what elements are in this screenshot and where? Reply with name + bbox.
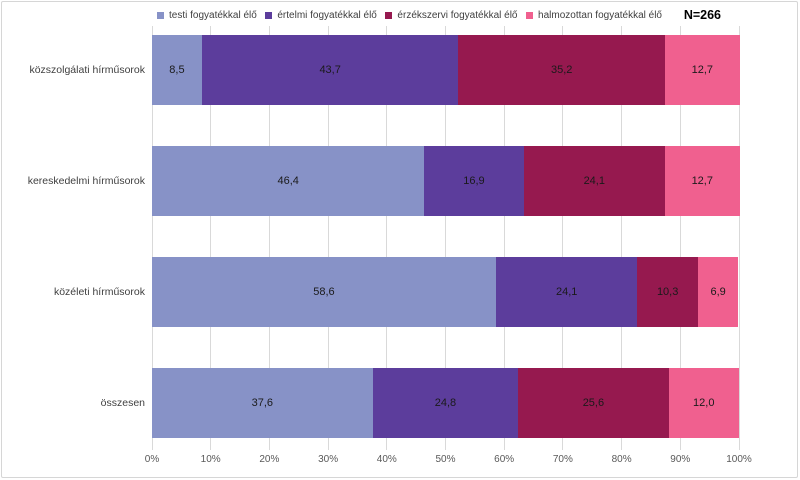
category-labels: közszolgálati hírműsorok kereskedelmi hír… <box>2 26 145 450</box>
bar-segment: 24,1 <box>523 146 665 216</box>
gridline <box>151 26 153 450</box>
x-tick-label: 40% <box>376 454 397 465</box>
gridline <box>210 26 212 450</box>
plot-area: 8,5 43,7 35,2 12,7 46,4 16,9 24,1 12,7 58,6 24,1 1… <box>151 26 740 450</box>
x-tick-label: 90% <box>670 454 691 465</box>
legend-label: halmozottan fogyatékkal élő <box>538 9 662 21</box>
legend-label: testi fogyatékkal élő <box>169 9 257 21</box>
bar-segment: 10,3 <box>637 257 698 327</box>
bar-value-label: 58,6 <box>313 286 335 298</box>
bar-value-label: 12,0 <box>693 397 715 409</box>
category-label: közszolgálati hírműsorok <box>29 64 145 76</box>
legend-marker-icon <box>526 11 534 19</box>
bar-value-label: 46,4 <box>277 175 299 187</box>
bar-value-label: 24,1 <box>583 175 605 187</box>
legend-item: értelmi fogyatékkal élő <box>265 10 377 21</box>
bar-value-label: 25,6 <box>582 397 605 409</box>
gridline <box>445 26 446 450</box>
legend-item: érzékszervi fogyatékkal élő <box>385 10 517 21</box>
x-tick-label: 30% <box>318 454 339 465</box>
x-axis: 0% 10% 20% 30% 40% 50% 60% 70% 80% 90% 100% <box>145 454 752 468</box>
legend: testi fogyatékkal élő értelmi fogyatékkal… <box>157 7 662 23</box>
bar-segment: 58,6 <box>152 257 496 327</box>
bar-row: 8,5 43,7 35,2 12,7 <box>152 35 740 105</box>
x-tick-label: 80% <box>611 454 632 465</box>
bar-value-label: 43,7 <box>319 64 341 76</box>
x-tick-label: 50% <box>435 454 456 465</box>
legend-label: érzékszervi fogyatékkal élő <box>397 9 518 21</box>
gridline <box>268 26 270 450</box>
gridline <box>327 26 329 450</box>
bar-value-label: 35,2 <box>551 64 573 76</box>
bar-value-label: 16,9 <box>463 175 485 187</box>
bar-row: 46,4 16,9 24,1 12,7 <box>152 146 740 216</box>
bar-segment: 12,7 <box>665 146 740 216</box>
bar-value-label: 12,7 <box>691 64 713 76</box>
legend-marker-icon <box>385 11 393 19</box>
bar-value-label: 37,6 <box>251 397 274 409</box>
bar-value-label: 10,3 <box>656 286 679 298</box>
bar-value-label: 12,7 <box>691 175 713 187</box>
gridline <box>621 26 623 450</box>
legend-marker-icon <box>157 11 164 19</box>
bar-segment: 25,6 <box>518 368 669 438</box>
gridline <box>738 26 740 450</box>
bar-segment: 24,1 <box>495 257 638 327</box>
bar-segment: 12,7 <box>665 35 740 105</box>
bar-segment: 6,9 <box>697 257 739 327</box>
bar-segment: 24,8 <box>372 368 519 438</box>
bar-segment: 37,6 <box>152 368 373 438</box>
legend-item: halmozottan fogyatékkal élő <box>526 10 662 21</box>
bar-row: 37,6 24,8 25,6 12,0 <box>152 368 739 438</box>
category-label: kereskedelmi hírműsorok <box>27 175 145 187</box>
bar-segment: 8,5 <box>152 35 202 105</box>
bar-segment: 46,4 <box>152 146 425 216</box>
gridline <box>386 26 388 450</box>
bar-value-label: 24,1 <box>555 286 578 298</box>
bar-segment: 12,0 <box>668 368 739 438</box>
legend-marker-icon <box>265 11 273 19</box>
category-label: összesen <box>100 397 145 409</box>
category-label: közéleti hírműsorok <box>53 286 145 298</box>
x-tick-label: 100% <box>726 454 752 465</box>
gridline <box>503 26 505 450</box>
bar-value-label: 24,8 <box>434 397 457 409</box>
x-tick-label: 70% <box>552 454 573 465</box>
sample-size-label: N=266 <box>683 8 721 22</box>
bar-value-label: 8,5 <box>169 64 185 76</box>
bar-segment: 43,7 <box>201 35 459 105</box>
bar-segment: 35,2 <box>458 35 666 105</box>
bar-row: 58,6 24,1 10,3 6,9 <box>152 257 739 327</box>
x-tick-label: 10% <box>200 454 221 465</box>
legend-label: értelmi fogyatékkal élő <box>277 9 377 21</box>
legend-item: testi fogyatékkal élő <box>157 10 257 21</box>
x-tick-label: 20% <box>259 454 280 465</box>
bar-value-label: 6,9 <box>710 286 726 298</box>
bar-segment: 16,9 <box>424 146 524 216</box>
gridline <box>679 26 681 450</box>
x-tick-label: 0% <box>144 454 160 465</box>
gridline <box>562 26 564 450</box>
x-tick-label: 60% <box>494 454 515 465</box>
